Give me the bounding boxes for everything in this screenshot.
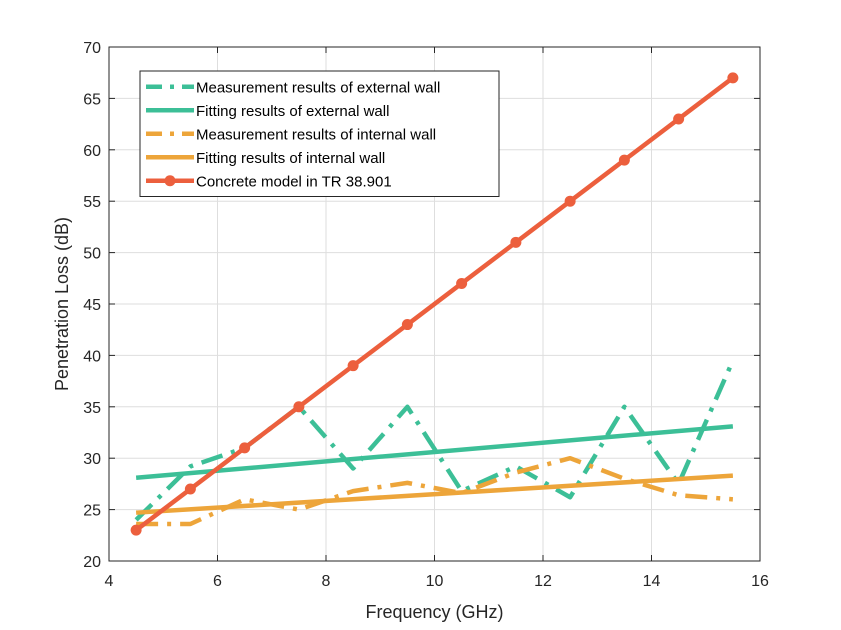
x-tick-label: 6 xyxy=(213,573,222,590)
series-5-point xyxy=(347,360,359,372)
series-5-point xyxy=(456,277,468,289)
x-tick-label: 14 xyxy=(643,573,661,590)
legend-item: Measurement results of internal wall xyxy=(146,126,436,143)
legend-item: Fitting results of external wall xyxy=(146,103,389,120)
series-5-point xyxy=(510,236,522,248)
series-5-point xyxy=(184,483,196,495)
y-axis-label: Penetration Loss (dB) xyxy=(52,217,72,391)
legend-item: Measurement results of external wall xyxy=(146,79,440,96)
x-axis-label: Frequency (GHz) xyxy=(365,602,503,622)
axis-ticks: 4 6 8 10 12 14 16 20 25 30 35 40 45 50 55 60 65 70 xyxy=(83,40,769,590)
legend-label: Measurement results of internal wall xyxy=(196,126,436,143)
x-tick-label: 4 xyxy=(105,573,114,590)
x-tick-label: 10 xyxy=(426,573,444,590)
series-line-5 xyxy=(134,76,735,532)
series-line-2 xyxy=(135,424,734,480)
y-tick-label: 40 xyxy=(83,348,101,365)
series-lines xyxy=(134,76,735,532)
legend-label: Measurement results of external wall xyxy=(196,79,440,96)
series-5-point xyxy=(564,195,576,207)
x-tick-label: 16 xyxy=(751,573,769,590)
y-tick-label: 25 xyxy=(83,503,101,520)
y-tick-label: 30 xyxy=(83,451,101,468)
series-5-point xyxy=(293,401,305,413)
series-line-1 xyxy=(134,359,735,522)
y-tick-label: 60 xyxy=(83,143,101,160)
x-tick-label: 8 xyxy=(322,573,331,590)
series-5-point xyxy=(401,319,413,331)
y-tick-label: 45 xyxy=(83,297,101,314)
legend-marker xyxy=(164,175,176,187)
y-tick-label: 65 xyxy=(83,91,101,108)
y-tick-label: 35 xyxy=(83,400,101,417)
x-tick-label: 12 xyxy=(534,573,552,590)
series-5-point xyxy=(727,72,739,84)
y-tick-label: 55 xyxy=(83,194,101,211)
series-5-point xyxy=(618,154,630,166)
series-line-4 xyxy=(135,473,734,515)
legend-label: Fitting results of internal wall xyxy=(196,150,385,167)
series-5-point xyxy=(239,442,251,454)
legend-label: Concrete model in TR 38.901 xyxy=(196,173,392,190)
legend: Measurement results of external wall Fitt… xyxy=(139,70,500,197)
legend-box xyxy=(139,70,500,197)
series-5-point xyxy=(673,113,685,125)
legend-item: Concrete model in TR 38.901 xyxy=(146,173,392,190)
y-tick-label: 70 xyxy=(83,40,101,57)
series-5-point xyxy=(130,524,142,536)
y-tick-label: 20 xyxy=(83,554,101,571)
legend-label: Fitting results of external wall xyxy=(196,103,389,120)
y-tick-label: 50 xyxy=(83,246,101,263)
series-markers xyxy=(130,72,739,536)
legend-item: Fitting results of internal wall xyxy=(146,150,385,167)
